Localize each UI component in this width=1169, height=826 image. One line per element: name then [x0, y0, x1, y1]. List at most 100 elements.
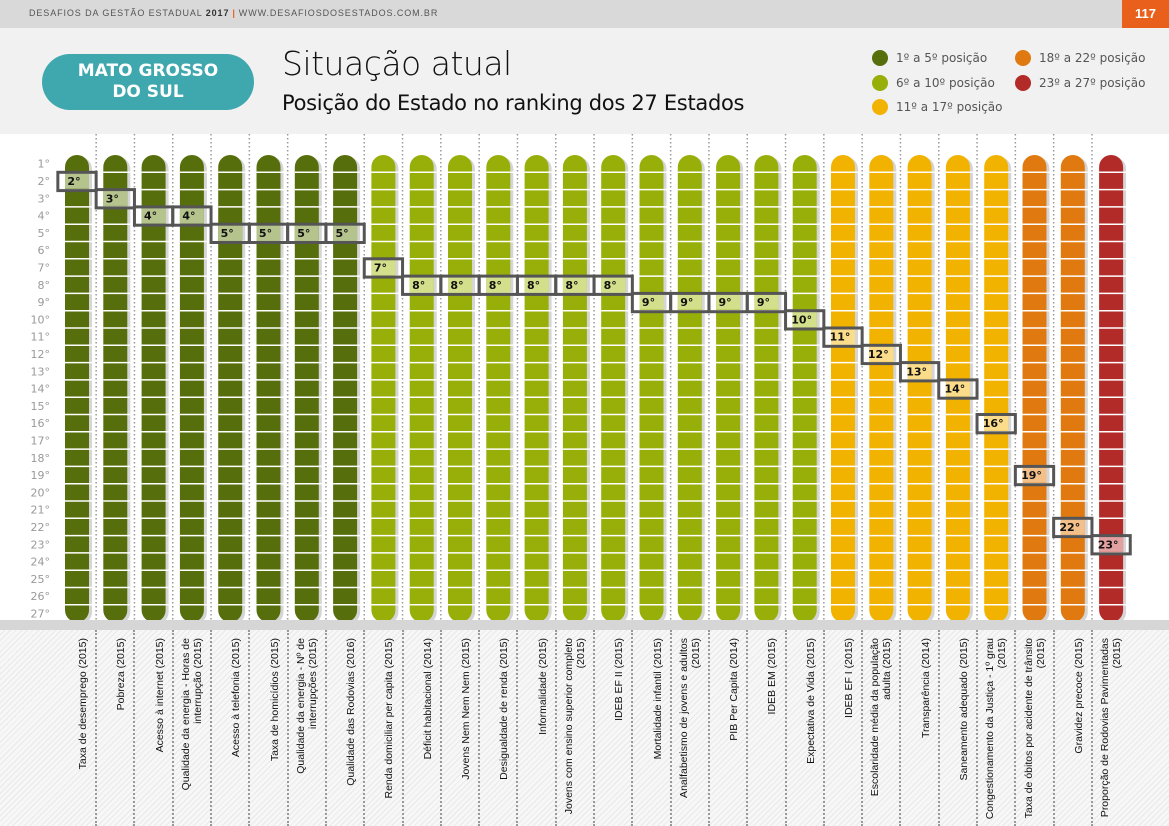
rank-highlight-cell	[333, 225, 358, 241]
rank-value-label: 8°	[604, 279, 617, 292]
rank-value-label: 5°	[336, 227, 349, 240]
indicator-label: Acesso à internet (2015)	[136, 634, 172, 824]
indicator-label: Acesso à telefonia (2015)	[212, 634, 248, 824]
row-tick-label: 13°	[31, 365, 51, 378]
rank-value-label: 13°	[906, 365, 927, 378]
ranking-bar	[869, 155, 894, 620]
row-tick-label: 18°	[31, 452, 51, 465]
label-separator	[593, 630, 596, 826]
rank-marker-box	[1052, 516, 1094, 539]
rank-marker-box	[1013, 464, 1056, 487]
indicator-label: Jovens Nem Nem Nem (2015)	[442, 634, 478, 824]
row-tick-label: 20°	[31, 486, 51, 499]
rank-value-label: 9°	[719, 296, 732, 309]
rank-value-label: 10°	[791, 313, 812, 326]
rank-value-label: 3°	[106, 192, 119, 205]
label-separator	[1090, 630, 1093, 826]
row-tick-label: 17°	[31, 434, 51, 447]
page-title: Situação atual	[282, 44, 512, 83]
state-badge: MATO GROSSO DO SUL	[42, 54, 254, 110]
indicator-label-text: Qualidade da energia - Horas de interrup…	[179, 638, 204, 791]
row-tick-label: 25°	[31, 573, 51, 586]
legend-swatch-icon	[1015, 50, 1031, 66]
rank-highlight-cell	[945, 380, 970, 397]
ranking-bar	[562, 155, 587, 620]
ranking-bar	[486, 155, 511, 620]
legend-label: 6º a 10º posição	[896, 76, 995, 90]
label-separator	[554, 630, 557, 826]
header-separator: |	[232, 8, 236, 18]
indicator-label-text: Gravidez precoce (2015)	[1072, 638, 1085, 754]
indicator-label-text: Proporção de Rodovias Pavimentadas (2015…	[1099, 638, 1124, 818]
legend-swatch-icon	[872, 99, 888, 115]
label-separator	[976, 630, 979, 826]
label-separator	[631, 630, 634, 826]
ranking-bar	[1099, 155, 1124, 620]
row-tick-label: 24°	[31, 556, 51, 569]
row-tick-label: 19°	[31, 469, 51, 482]
rank-value-label: 5°	[259, 227, 272, 240]
indicator-label-text: IDEB EF II (2015)	[613, 638, 626, 721]
rank-marker-box	[784, 309, 826, 331]
rank-value-label: 5°	[221, 227, 234, 240]
label-separator	[324, 630, 327, 826]
ranking-chart: 1° 2° 3° 4° 5° 6° 7° 8° 9° 10° 11° 12° 13° 14° 15° 16° 1…	[0, 134, 1169, 620]
chart-bottom-divider	[0, 620, 1169, 630]
indicator-label: Desigualdade de renda (2015)	[480, 634, 516, 824]
label-separator	[133, 630, 136, 826]
rank-value-label: 9°	[757, 296, 770, 309]
indicator-label-text: Pobreza (2015)	[115, 638, 128, 711]
indicator-labels: Taxa de desemprego (2015) Pobreza (2015) A…	[0, 630, 1169, 826]
indicator-label-text: Expectativa de Vida (2015)	[804, 638, 817, 764]
rank-highlight-cell	[677, 294, 702, 310]
rank-value-label: 5°	[297, 227, 310, 240]
row-tick-label: 7°	[38, 261, 51, 274]
rank-highlight-cell	[792, 311, 817, 327]
rank-value-label: 8°	[565, 279, 578, 292]
chart-legend: 1º a 5º posição 6º a 10º posição 11º a 1…	[872, 50, 1162, 120]
rank-highlight-cell	[984, 415, 1009, 431]
rank-highlight-cell	[1022, 467, 1047, 483]
ranking-bar	[65, 155, 89, 620]
label-separator	[822, 630, 825, 826]
ranking-bar	[141, 155, 166, 620]
rank-marker-box	[171, 205, 213, 227]
rank-highlight-cell	[448, 277, 472, 293]
label-separator	[286, 630, 289, 826]
indicator-label: Jovens com ensino superior completo (201…	[557, 634, 593, 824]
ranking-bar	[601, 155, 626, 620]
indicator-label-text: Saneamento adequado (2015)	[957, 638, 970, 781]
rank-highlight-cell	[371, 259, 396, 276]
indicator-label-text: Analfabetismo de jovens e adultos (2015)	[677, 638, 702, 798]
website-link[interactable]: WWW.DESAFIOSDOSESTADOS.COM.BR	[238, 8, 439, 18]
row-tick-label: 15°	[31, 400, 51, 413]
row-tick-label: 8°	[38, 279, 51, 292]
indicator-label: Renda domiciliar per capita (2015)	[365, 634, 401, 824]
ranking-bar	[448, 155, 472, 620]
rank-highlight-cell	[1099, 536, 1124, 552]
row-tick-label: 22°	[31, 521, 51, 534]
indicator-label-text: Informalidade (2015)	[536, 638, 549, 735]
rank-highlight-cell	[869, 346, 894, 362]
indicator-label: Saneamento adequado (2015)	[940, 634, 976, 824]
rank-marker-box	[1090, 534, 1132, 556]
indicator-label: Pobreza (2015)	[97, 634, 133, 824]
rank-value-label: 14°	[944, 383, 965, 396]
rank-value-label: 8°	[412, 279, 425, 292]
page-number: 117	[1122, 0, 1169, 28]
rank-value-label: 9°	[680, 296, 693, 309]
label-separator	[478, 630, 481, 826]
ranking-bar	[716, 155, 741, 620]
label-separator	[669, 630, 672, 826]
indicator-label-text: PIB Per Capita (2014)	[728, 638, 741, 741]
state-name-line2: DO SUL	[112, 82, 184, 102]
indicator-label: Congestionamento da Justiça - 1º grau (2…	[978, 634, 1014, 824]
legend-item: 11º a 17º posição	[872, 99, 1002, 115]
indicator-label-text: Taxa de desemprego (2015)	[77, 638, 89, 770]
label-separator	[95, 630, 98, 826]
rank-highlight-cell	[256, 225, 281, 241]
legend-label: 1º a 5º posição	[896, 51, 988, 65]
rank-highlight-cell	[754, 294, 779, 310]
rank-highlight-cell	[562, 277, 587, 293]
ranking-bar	[639, 155, 664, 620]
